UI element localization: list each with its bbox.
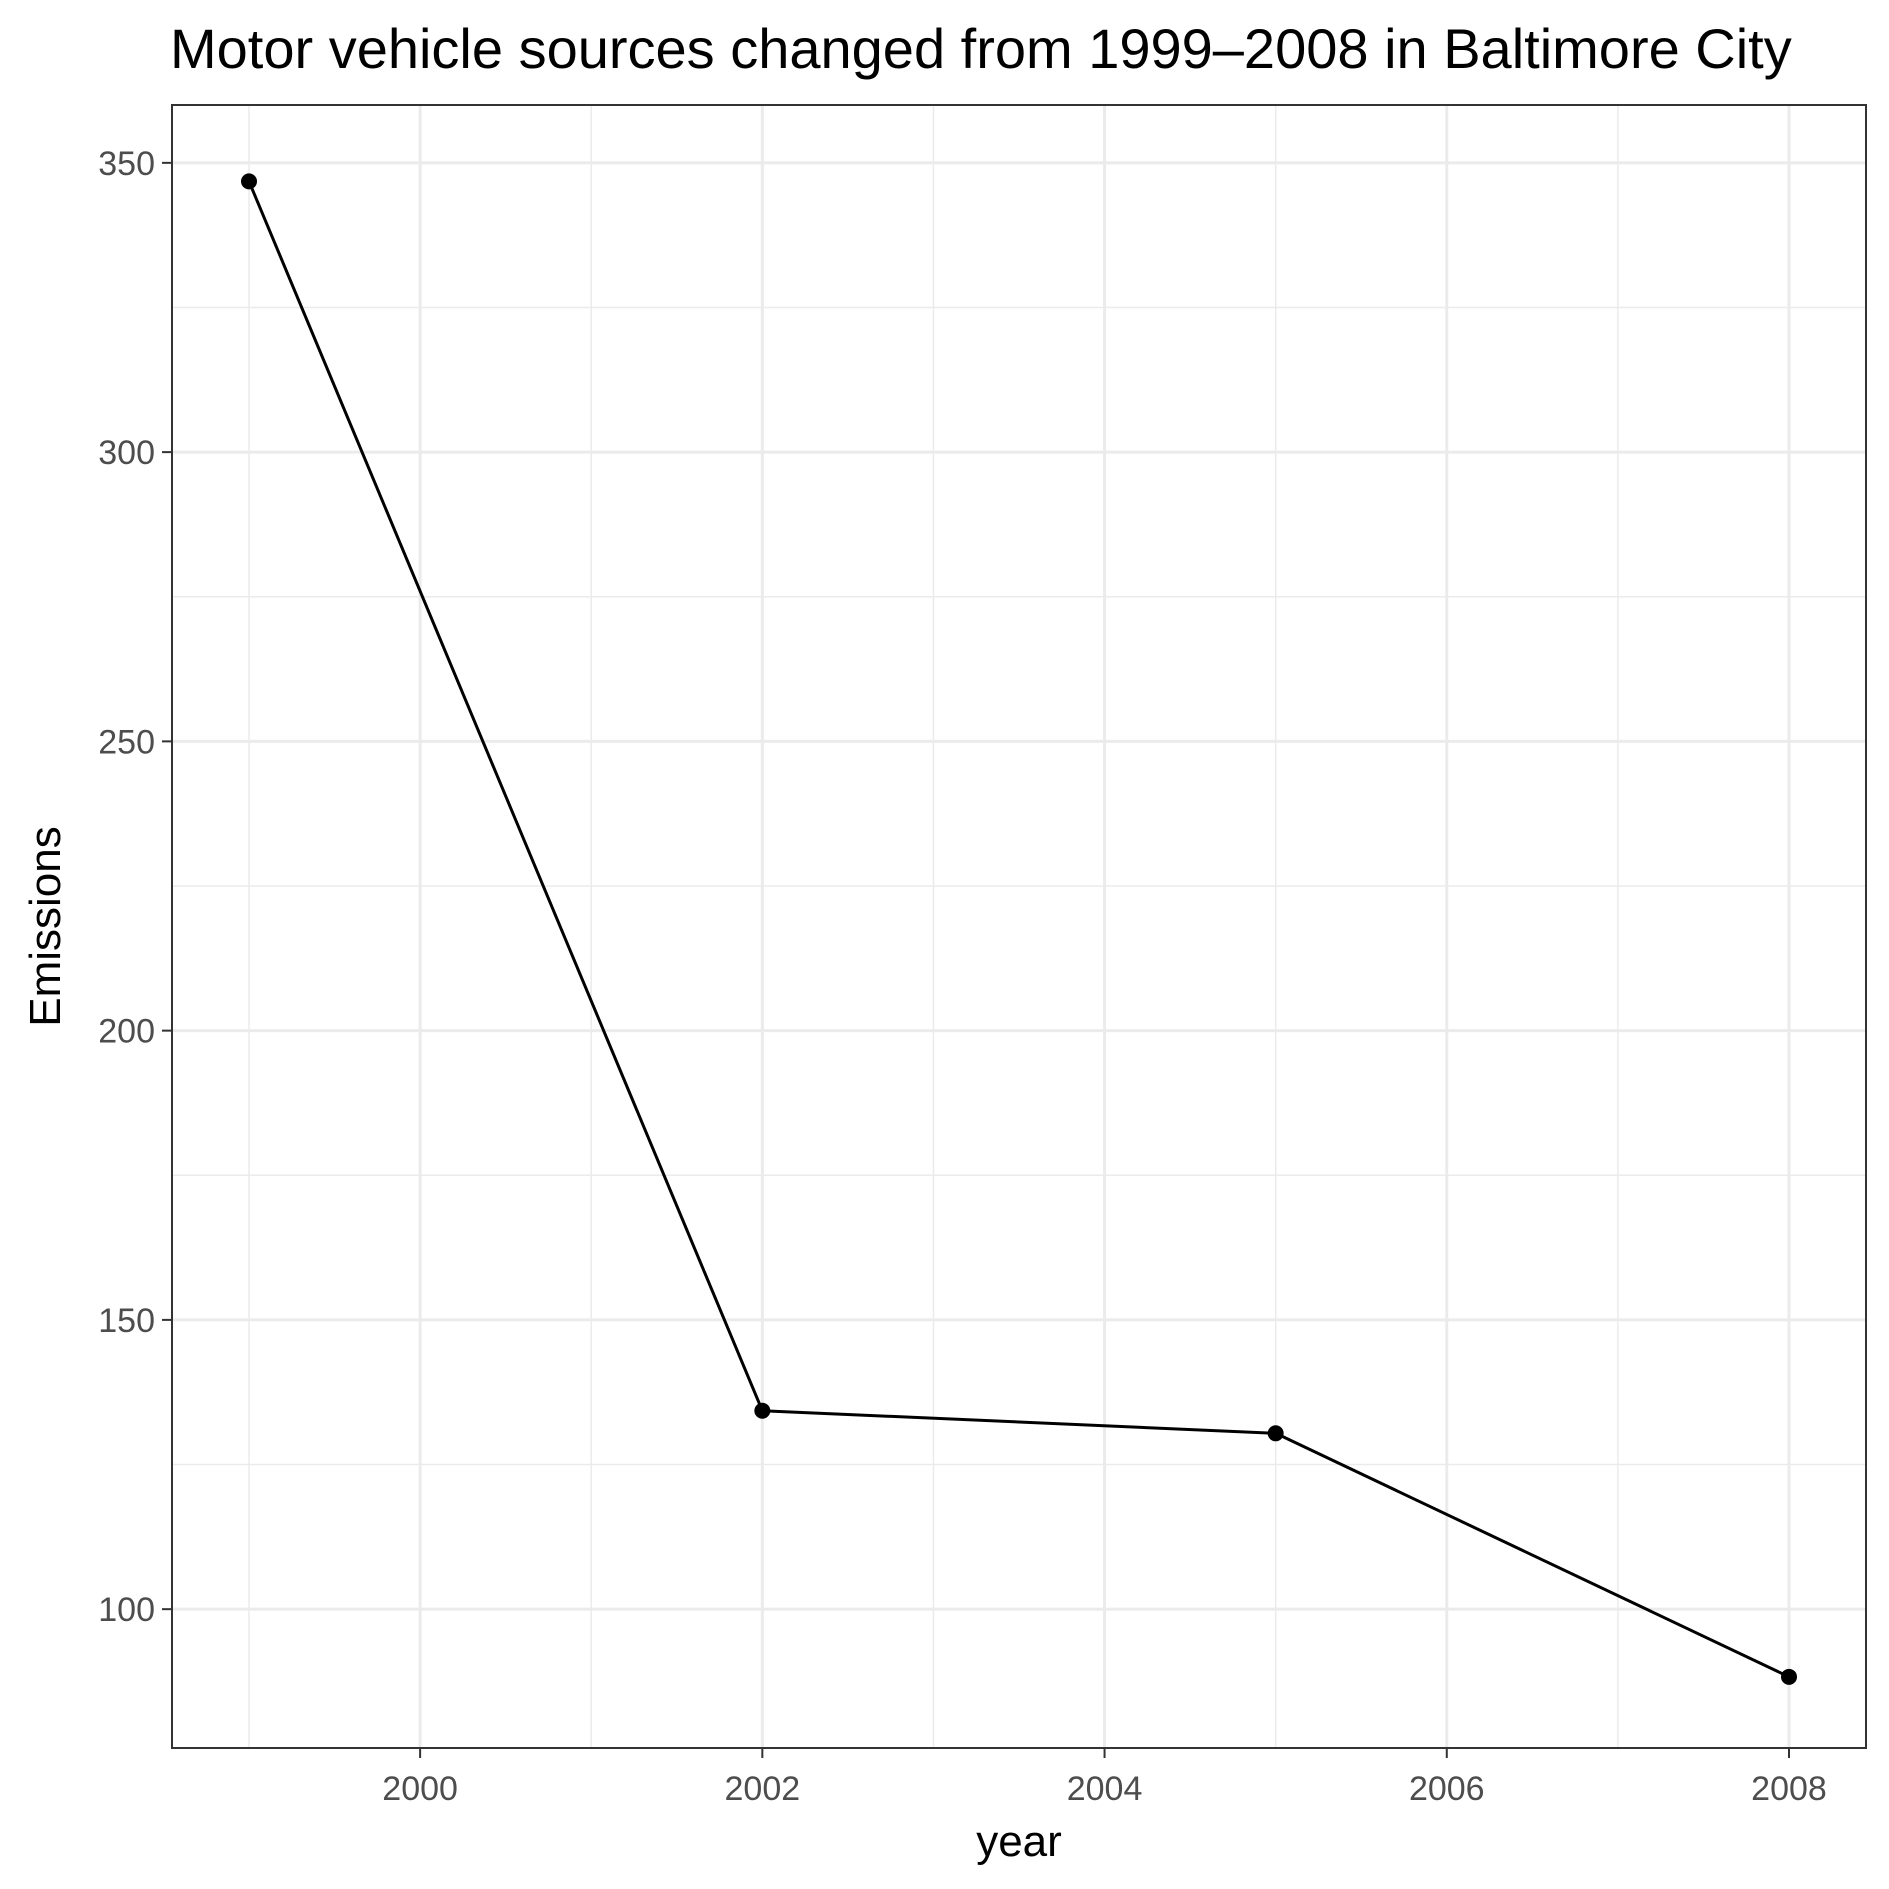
x-axis: 2000 2002 2004 2006 2008 [382,1748,1827,1808]
series-line [247,180,1790,1679]
y-tick-label: 200 [98,1013,155,1051]
y-tick-label: 250 [98,723,155,761]
y-tick-label: 100 [98,1591,155,1629]
x-tick-label: 2004 [1067,1770,1143,1808]
minor-gridlines [172,105,1866,1748]
y-axis: 100 150 200 250 300 350 [98,145,172,1629]
x-tick-label: 2002 [725,1770,801,1808]
y-tick-label: 150 [98,1302,155,1340]
data-point [754,1402,771,1419]
plot-panel-border [171,104,1867,1749]
x-tick-label: 2000 [382,1770,458,1808]
y-axis-title: Emissions [21,826,70,1027]
series-layer [241,173,1797,1685]
y-tick-label: 350 [98,145,155,183]
x-axis-title: year [976,1817,1062,1866]
major-gridlines [172,105,1866,1748]
data-point [1267,1425,1284,1442]
data-point [241,173,257,190]
chart-title: Motor vehicle sources changed from 1999–… [170,17,1792,80]
data-point [1781,1668,1797,1685]
x-tick-label: 2008 [1751,1770,1827,1808]
x-tick-label: 2006 [1409,1770,1485,1808]
y-tick-label: 300 [98,434,155,472]
